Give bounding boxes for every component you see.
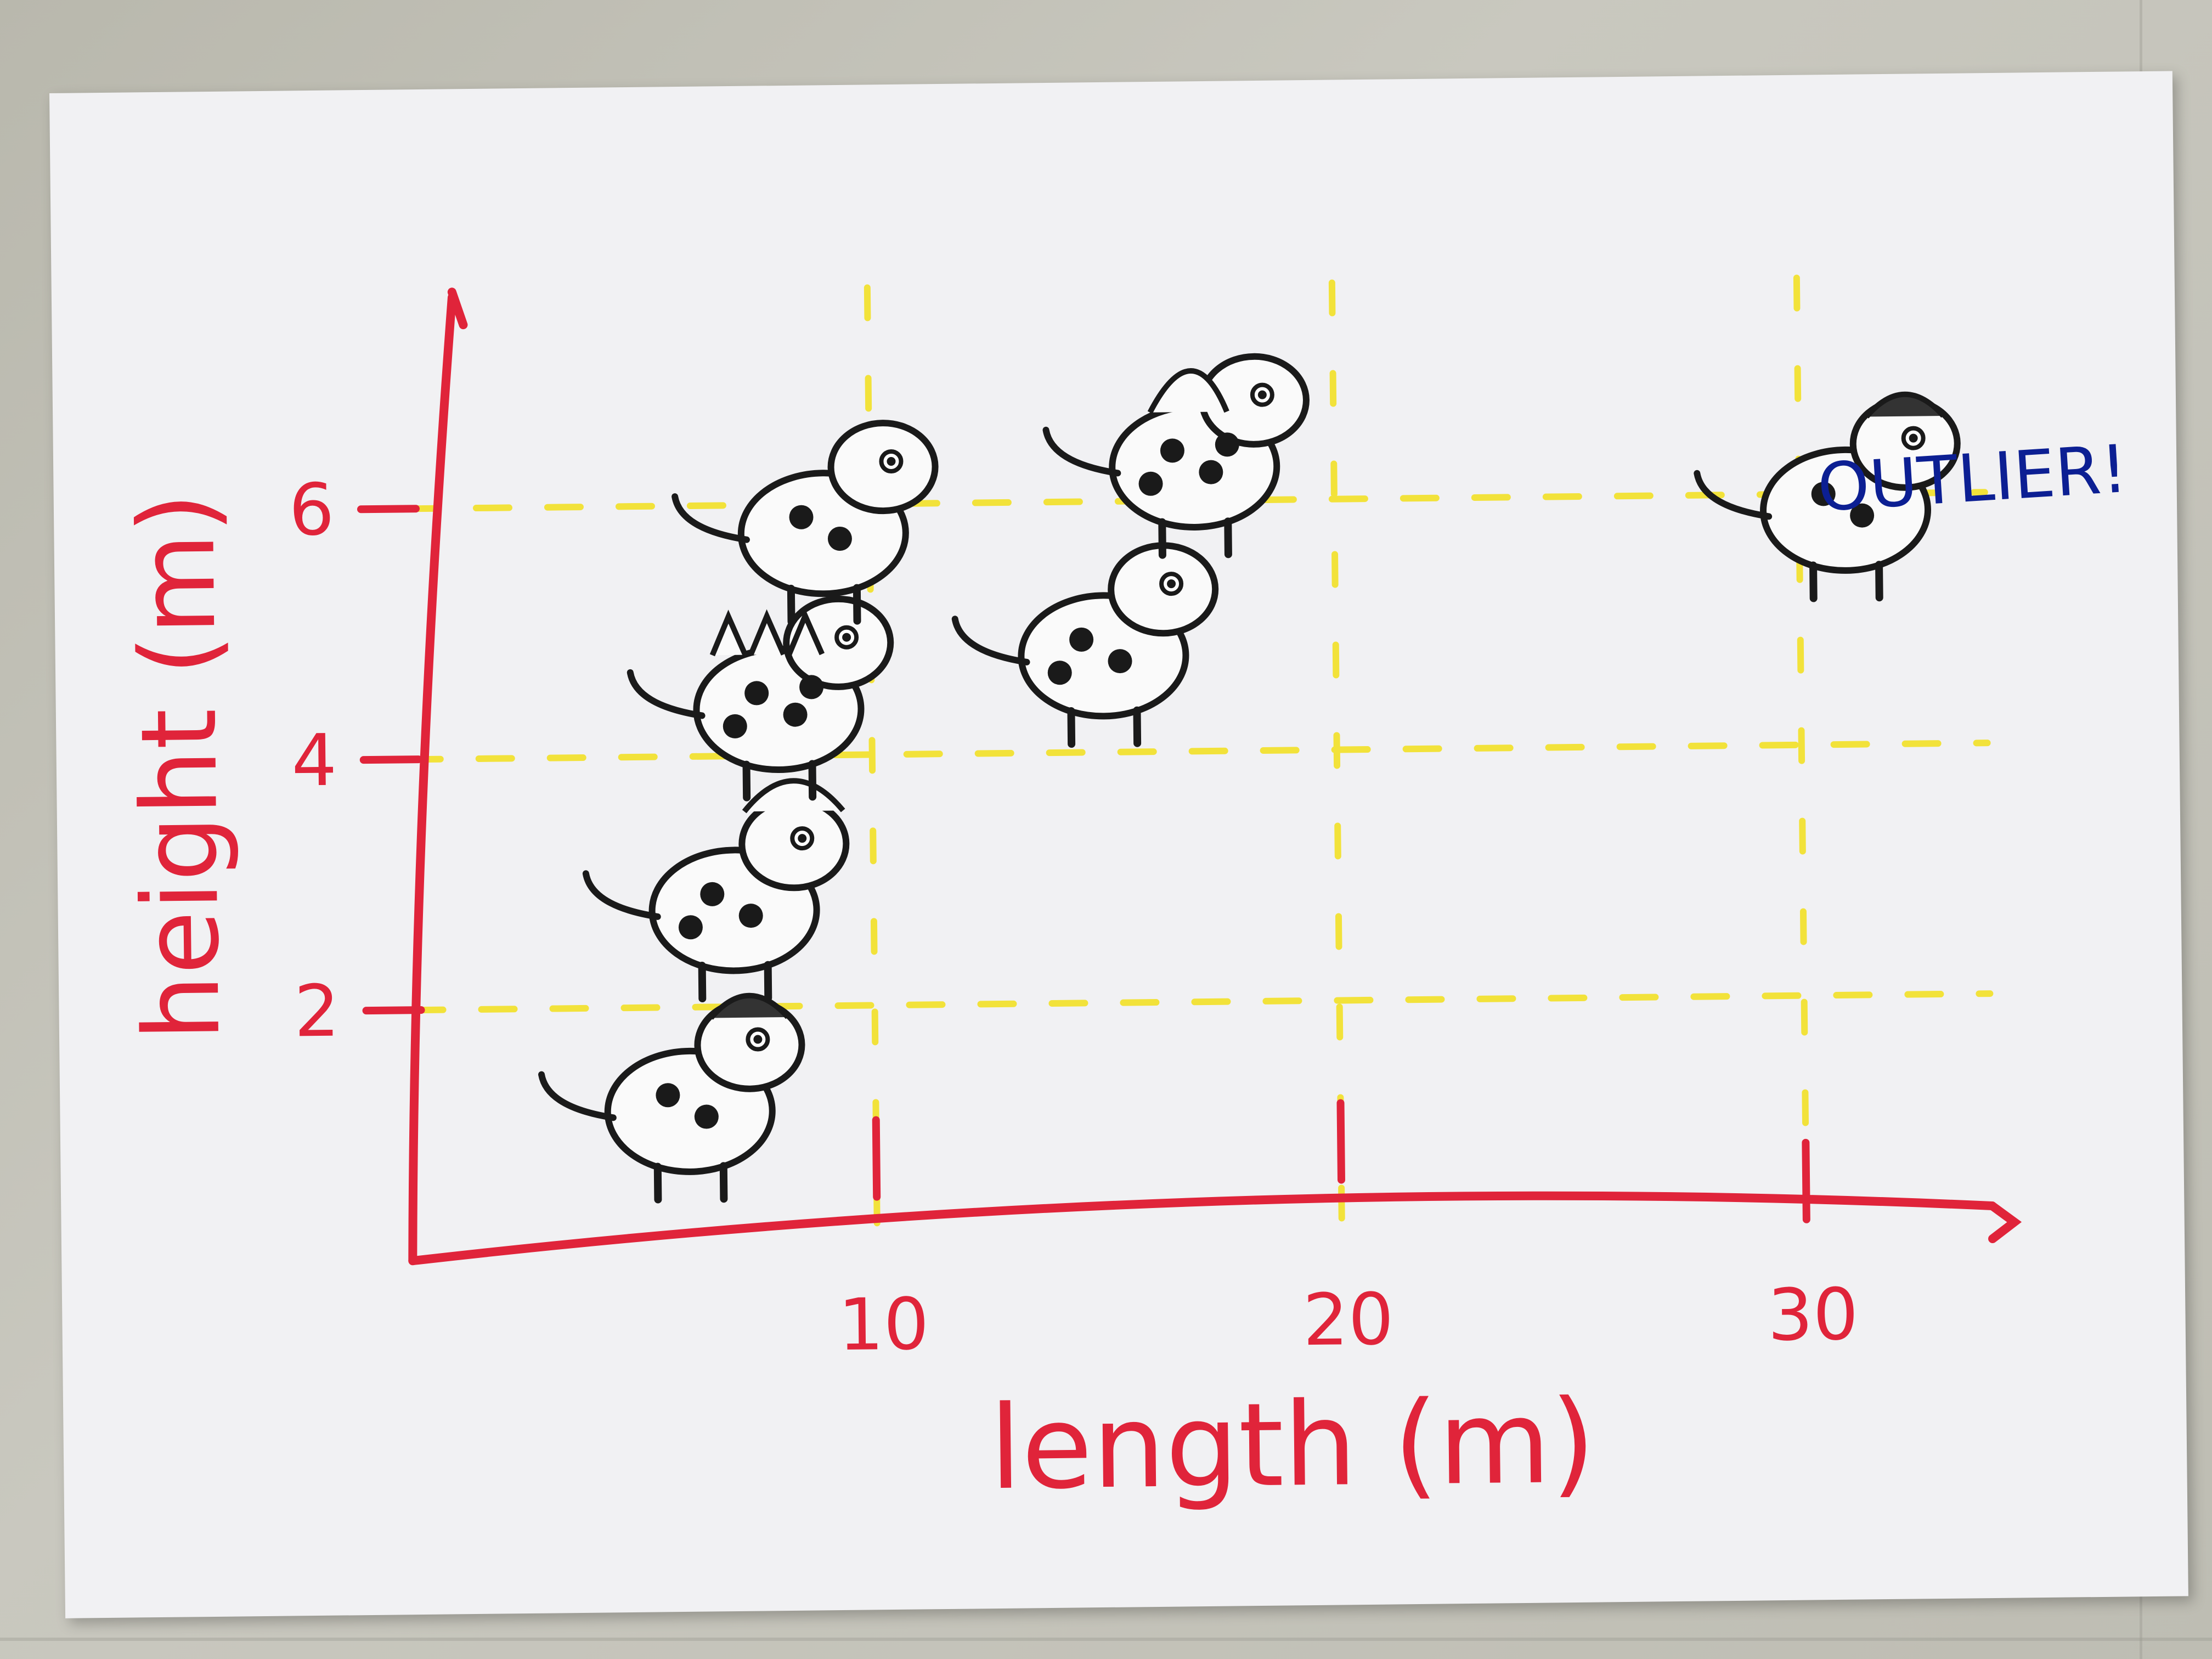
dino-spot [1160, 438, 1184, 463]
dino-frill [742, 778, 845, 814]
dino-tail [627, 669, 706, 719]
brachiosaurus-stamp [1694, 391, 1961, 602]
grid-line-x-20 [1328, 257, 1345, 1222]
dino-tail [538, 1071, 617, 1121]
dino-tail [1042, 426, 1121, 477]
dino-leg [698, 962, 707, 1003]
x-tick-label-10: 10 [838, 1282, 929, 1367]
carnotaurus-stamp [951, 542, 1219, 748]
y-tick-4 [359, 755, 422, 764]
dino-pupil [1257, 390, 1267, 399]
x-tick-label-30: 30 [1767, 1273, 1859, 1357]
y-axis-line [408, 293, 456, 1266]
pachycephalosaurus-stamp [538, 992, 805, 1204]
y-tick-label-4: 4 [291, 719, 337, 803]
dino-plate [786, 608, 825, 656]
x-tick-30 [1802, 1138, 1810, 1223]
x-axis-line [408, 1191, 1997, 1266]
dino-tail [951, 616, 1030, 665]
dino-spot [723, 714, 747, 738]
dino-plate [748, 609, 787, 656]
dino-spot [827, 526, 852, 551]
dino-spot [678, 915, 703, 940]
dino-tail [582, 870, 661, 920]
x-axis-arrow [1988, 1201, 2022, 1244]
dino-spot [1850, 503, 1875, 528]
tick-marks [357, 505, 1810, 1223]
parasaurolophus-stamp [672, 420, 939, 625]
dino-spot [738, 904, 763, 928]
dino-pupil [887, 456, 896, 466]
triceratops-stamp [582, 778, 850, 1003]
y-tick-label-2: 2 [294, 969, 340, 1053]
dino-spot [1047, 661, 1072, 685]
x-tick-10 [872, 1116, 881, 1201]
dino-spot [783, 702, 808, 727]
dino-tail [1694, 470, 1773, 520]
dino-spot [744, 681, 769, 706]
tick-labels: 2 4 6 10 20 30 [289, 468, 1859, 1367]
dino-spot [789, 505, 814, 529]
dino-spot [700, 882, 725, 906]
grid-line-y-4 [404, 740, 1991, 763]
y-axis-label: height (m) [116, 492, 243, 1042]
stegosaurus-stamp [627, 595, 894, 802]
grid-line-x-10 [864, 262, 881, 1227]
dino-spot [1069, 627, 1094, 652]
dino-spot [656, 1083, 680, 1108]
dino-spot [694, 1104, 719, 1129]
dino-plate [709, 610, 748, 657]
y-axis-arrow [447, 287, 468, 330]
floor-tile-seam [0, 1638, 2212, 1641]
y-tick-label-6: 6 [289, 468, 335, 552]
dino-leg [764, 961, 772, 1002]
dino-spot [1199, 460, 1223, 484]
dino-spot [1811, 482, 1836, 506]
dino-pupil [1167, 579, 1176, 589]
dino-leg [1875, 561, 1883, 602]
grid-line-x-30 [1793, 252, 1810, 1217]
dino-leg [787, 584, 795, 625]
paper-sheet: 2 4 6 10 20 30 length (m) height (m) OUTLIER! [49, 71, 2188, 1618]
axes [408, 287, 2022, 1266]
dino-pupil [753, 1035, 763, 1044]
grid-line-y-2 [407, 990, 1994, 1014]
x-axis-label: length (m) [989, 1375, 1596, 1516]
data-points [538, 353, 1961, 1204]
dino-dome [1864, 391, 1945, 419]
dino-leg [808, 760, 817, 801]
x-tick-label-20: 20 [1302, 1277, 1394, 1362]
dino-pupil [1909, 433, 1918, 443]
y-tick-2 [362, 1006, 425, 1015]
dino-spot [1108, 649, 1132, 674]
dino-leg [1809, 561, 1818, 602]
dino-spot [799, 675, 824, 699]
dino-pupil [842, 633, 851, 642]
dino-spot [1215, 432, 1239, 457]
dino-dome [709, 992, 790, 1020]
dino-sail [1147, 368, 1229, 414]
dino-tail [672, 493, 750, 543]
dino-spot [1138, 471, 1163, 496]
dino-leg [1158, 518, 1166, 559]
spinosaurus-stamp [1042, 353, 1310, 559]
dino-pupil [798, 834, 807, 843]
